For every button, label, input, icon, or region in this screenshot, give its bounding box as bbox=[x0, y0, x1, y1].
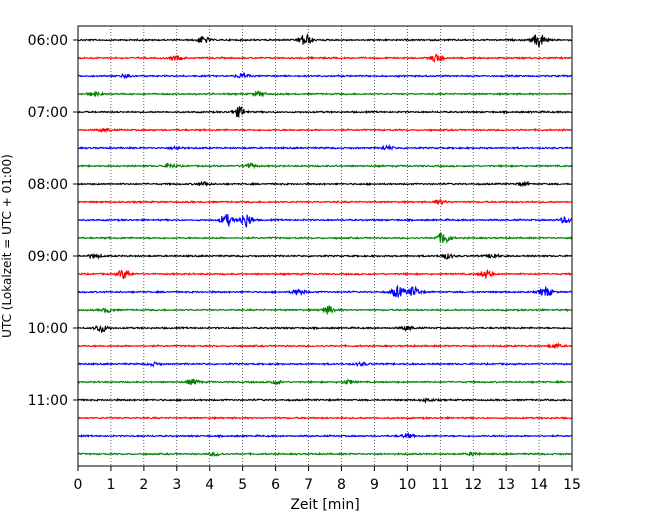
trace-0715 bbox=[77, 127, 573, 134]
trace-0645 bbox=[77, 89, 573, 98]
y-tick-label: 07:00 bbox=[28, 105, 68, 121]
trace-0845 bbox=[77, 232, 573, 245]
x-tick-label: 13 bbox=[497, 477, 515, 493]
trace-0630 bbox=[77, 72, 573, 80]
seismogram-traces bbox=[77, 32, 573, 457]
x-tick-label: 4 bbox=[205, 477, 214, 493]
y-tick-label: 09:00 bbox=[28, 249, 68, 265]
x-tick-label: 3 bbox=[172, 477, 181, 493]
y-axis-ticks: 06:00 07:00 08:00 09:00 10:00 11:00 bbox=[28, 33, 78, 409]
x-tick-label: 12 bbox=[464, 477, 482, 493]
trace-1145 bbox=[77, 451, 573, 457]
trace-0600 bbox=[77, 32, 573, 48]
x-tick-label: 6 bbox=[271, 477, 280, 493]
x-tick-label: 10 bbox=[398, 477, 416, 493]
trace-1030 bbox=[78, 360, 573, 368]
trace-0730 bbox=[77, 143, 573, 151]
trace-0915 bbox=[77, 269, 573, 280]
trace-0930 bbox=[77, 284, 573, 298]
trace-0700 bbox=[77, 105, 573, 119]
x-tick-label: 9 bbox=[370, 477, 379, 493]
x-tick-label: 1 bbox=[106, 477, 115, 493]
y-tick-label: 08:00 bbox=[28, 177, 68, 193]
trace-0615 bbox=[77, 53, 573, 64]
x-tick-label: 15 bbox=[563, 477, 581, 493]
grid-lines bbox=[110, 26, 540, 466]
trace-1000 bbox=[77, 324, 573, 334]
y-tick-label: 11:00 bbox=[28, 393, 68, 409]
trace-1015 bbox=[77, 342, 573, 350]
plot-frame bbox=[77, 25, 573, 467]
x-axis-label: Zeit [min] bbox=[290, 497, 359, 513]
trace-1100 bbox=[77, 397, 572, 404]
trace-0800 bbox=[77, 180, 573, 188]
x-axis-ticks: 0 1 2 3 4 5 6 7 8 9 10 11 12 13 14 15 bbox=[74, 466, 581, 493]
trace-0745 bbox=[77, 161, 572, 170]
trace-1130 bbox=[77, 431, 573, 439]
x-tick-label: 8 bbox=[337, 477, 346, 493]
y-axis-label: UTC (Lokalzeit = UTC + 01:00) bbox=[0, 154, 14, 338]
trace-0900 bbox=[78, 252, 573, 260]
x-tick-label: 0 bbox=[74, 477, 83, 493]
y-tick-label: 06:00 bbox=[28, 33, 68, 49]
trace-0815 bbox=[77, 197, 573, 206]
x-tick-label: 14 bbox=[530, 477, 548, 493]
trace-1045 bbox=[77, 378, 573, 386]
x-tick-label: 11 bbox=[431, 477, 449, 493]
x-tick-label: 7 bbox=[304, 477, 313, 493]
y-tick-label: 10:00 bbox=[28, 321, 68, 337]
x-tick-label: 2 bbox=[139, 477, 148, 493]
x-tick-label: 5 bbox=[238, 477, 247, 493]
trace-0945 bbox=[77, 305, 573, 315]
trace-0830 bbox=[77, 214, 573, 228]
trace-1115 bbox=[77, 415, 573, 421]
